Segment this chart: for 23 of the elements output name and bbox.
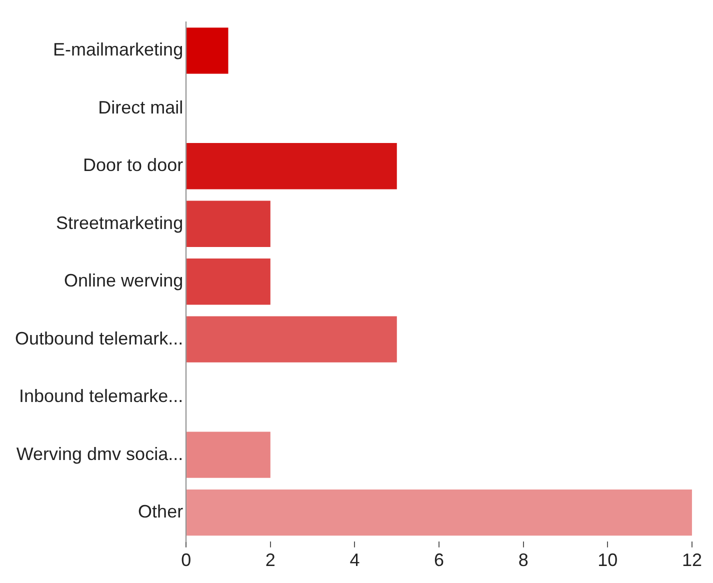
y-tick-label: Werving dmv socia... (16, 444, 184, 464)
y-tick-label: Inbound telemarke... (18, 386, 184, 406)
bar (186, 432, 270, 478)
bar (186, 200, 270, 247)
y-tick-label: Other (138, 502, 184, 522)
y-tick-label: Streetmarketing (56, 212, 184, 233)
y-tick-label: Door to door (83, 155, 184, 176)
bar (186, 143, 397, 190)
x-tick-label: 8 (518, 550, 528, 570)
y-tick-label: E-mailmarketing (53, 40, 184, 60)
y-tick-label: Direct mail (98, 97, 184, 118)
y-tick-label: Online werving (64, 270, 184, 291)
x-tick-label: 10 (598, 550, 618, 570)
x-tick-label: 0 (181, 550, 192, 570)
bar (186, 28, 228, 74)
bar (186, 258, 270, 305)
x-tick-label: 12 (682, 550, 702, 570)
x-tick-label: 2 (265, 550, 276, 570)
bar (186, 489, 692, 536)
y-tick-label: Outbound telemark... (14, 328, 184, 348)
bar (186, 316, 397, 362)
x-tick-label: 6 (434, 550, 444, 570)
x-tick-label: 4 (350, 550, 360, 570)
